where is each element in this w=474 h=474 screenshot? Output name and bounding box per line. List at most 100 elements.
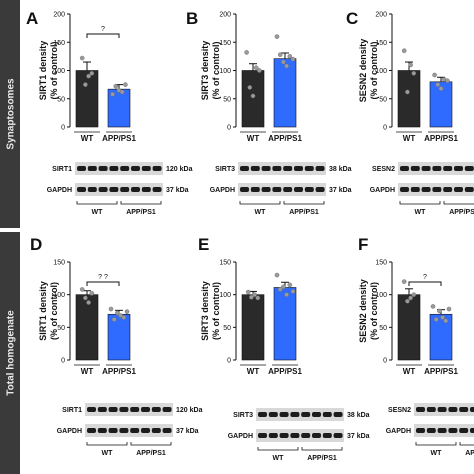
- blot-band: [301, 412, 311, 417]
- blot-band: [294, 187, 303, 192]
- blot-row-label: GAPDH: [47, 187, 72, 194]
- blot-kda-label: 38 kDa: [329, 166, 352, 173]
- blot-band: [312, 433, 321, 438]
- blot-membrane: [75, 183, 163, 196]
- blot-kda-label: 37 kDa: [166, 187, 189, 194]
- data-point: [432, 72, 437, 78]
- blot-row-label: GAPDH: [210, 187, 235, 194]
- panel-letter: D: [30, 235, 42, 254]
- blot-band: [400, 187, 409, 192]
- data-point: [252, 292, 257, 297]
- blot-group-bracket: [459, 442, 474, 446]
- data-point: [401, 279, 407, 284]
- blot-band: [312, 412, 321, 417]
- data-point: [83, 295, 88, 301]
- data-point: [111, 317, 117, 322]
- blot-band: [290, 412, 300, 417]
- data-point: [443, 318, 449, 324]
- y-tick-label: 0: [383, 125, 387, 132]
- data-point: [430, 304, 436, 309]
- data-point: [438, 86, 444, 91]
- x-category-label: APP/PS1: [102, 134, 136, 143]
- blot-band: [77, 187, 86, 192]
- blot-membrane: [256, 408, 344, 421]
- data-point: [255, 295, 261, 301]
- x-category-label: APP/PS1: [424, 134, 458, 143]
- significance-label: ? ?: [98, 274, 108, 281]
- data-point: [408, 295, 413, 301]
- blot-row-label: GAPDH: [386, 428, 411, 435]
- blot-group-label: WT: [415, 209, 427, 216]
- blot-group-label: APP/PS1: [307, 455, 337, 462]
- bar: [107, 313, 131, 361]
- blot-band: [87, 187, 97, 192]
- data-point: [411, 71, 417, 76]
- data-point: [287, 54, 293, 59]
- x-category-label: WT: [247, 134, 260, 143]
- x-category-label: WT: [81, 134, 94, 143]
- y-tick-label: 0: [227, 125, 231, 132]
- blot-band: [131, 166, 140, 171]
- y-tick-label: 50: [57, 325, 65, 332]
- blot-band: [261, 166, 271, 171]
- blot-membrane: [75, 162, 163, 175]
- data-point: [281, 284, 286, 290]
- blot-row-label: GAPDH: [370, 187, 395, 194]
- y-tick-label: 200: [375, 12, 387, 19]
- blot-band: [416, 407, 425, 412]
- blot-band: [152, 166, 162, 171]
- blot-band: [240, 187, 249, 192]
- y-tick-label: 0: [227, 358, 231, 365]
- x-category-label: APP/PS1: [424, 367, 458, 376]
- y-tick-label: 50: [379, 325, 387, 332]
- x-category-label: APP/PS1: [268, 367, 302, 376]
- data-point: [119, 89, 125, 95]
- data-point: [433, 317, 439, 322]
- data-point: [113, 84, 119, 89]
- blot-band: [464, 187, 474, 192]
- blot-kda-label: 120 kDa: [176, 407, 203, 414]
- side-label-text: Synaptosomes: [6, 78, 17, 150]
- western-blot: SIRT3 38 kDa GAPDH 37 kDa WT APP/PS1: [210, 162, 352, 216]
- data-point: [405, 298, 410, 304]
- blot-band: [432, 187, 442, 192]
- side-label-bar: [0, 0, 20, 228]
- data-point: [287, 282, 293, 288]
- blot-band: [448, 407, 458, 412]
- y-tick-label: 100: [219, 68, 231, 75]
- blot-group-bracket: [120, 201, 162, 205]
- blot-membrane: [85, 403, 173, 416]
- blot-membrane: [238, 162, 326, 175]
- y-axis-label: SIRT1 density (% of control): [38, 41, 59, 101]
- blot-group-label: WT: [431, 450, 443, 457]
- data-point: [253, 65, 259, 70]
- blot-band: [421, 166, 431, 171]
- data-point: [121, 315, 127, 320]
- significance-bracket: [86, 281, 120, 286]
- significance-label: ?: [423, 274, 427, 281]
- blot-band: [98, 187, 108, 192]
- data-point: [290, 56, 296, 62]
- x-category-label: WT: [81, 367, 94, 376]
- data-point: [277, 52, 283, 57]
- blot-band: [272, 187, 282, 192]
- blot-band: [108, 407, 118, 412]
- panel-e: E 0 50 100 150 SIRT3 density (% of control) WT A…: [198, 235, 370, 462]
- blot-band: [152, 187, 162, 192]
- blot-band: [108, 428, 118, 433]
- y-tick-label: 150: [375, 40, 387, 47]
- blot-band: [279, 412, 289, 417]
- blot-band: [268, 433, 278, 438]
- blot-band: [322, 433, 332, 438]
- y-tick-label: 100: [375, 292, 387, 299]
- blot-group-bracket: [301, 447, 343, 451]
- blot-band: [97, 428, 107, 433]
- blot-band: [268, 412, 278, 417]
- panel-letter: F: [358, 235, 368, 254]
- data-point: [257, 68, 262, 73]
- blot-band: [443, 187, 453, 192]
- blot-band: [470, 428, 474, 433]
- blot-band: [421, 187, 431, 192]
- y-tick-label: 0: [383, 358, 387, 365]
